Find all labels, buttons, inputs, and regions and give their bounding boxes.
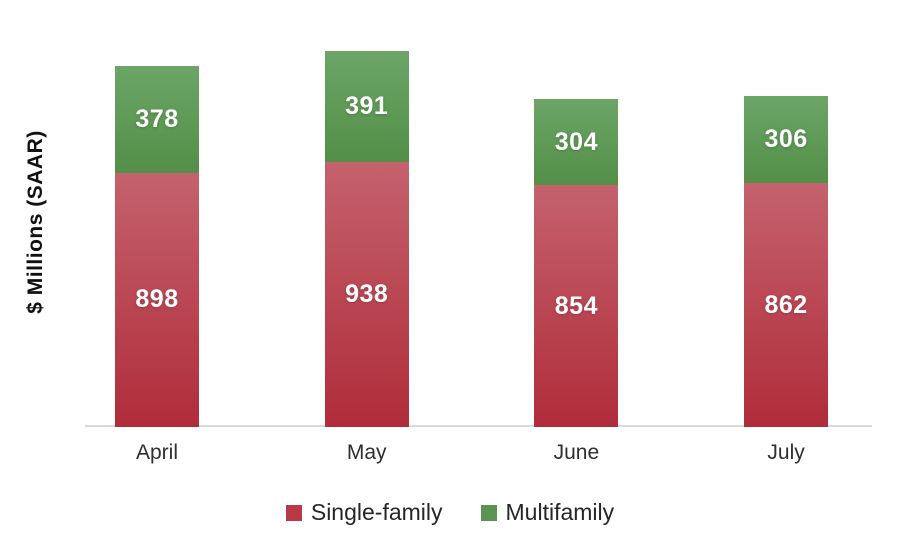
bar-value-label-multifamily-july: 306 bbox=[764, 125, 808, 154]
bar-segment-single-family-may: 938 bbox=[324, 161, 409, 427]
bar-segment-multifamily-may: 391 bbox=[324, 50, 409, 162]
legend-item-multifamily: Multifamily bbox=[480, 499, 615, 526]
bar-segment-multifamily-june: 304 bbox=[534, 99, 619, 186]
bar-segment-multifamily-april: 378 bbox=[115, 65, 199, 173]
bar-value-label-single-family-july: 862 bbox=[764, 290, 808, 319]
bar-value-label-single-family-may: 938 bbox=[345, 279, 389, 308]
bar-segment-multifamily-july: 306 bbox=[744, 96, 829, 184]
x-axis-label-april: April bbox=[135, 441, 179, 464]
x-axis-line bbox=[85, 425, 872, 427]
bar-value-label-single-family-june: 854 bbox=[554, 291, 598, 320]
x-axis-label-may: May bbox=[346, 441, 387, 464]
bar-value-label-multifamily-may: 391 bbox=[345, 91, 389, 120]
legend-swatch-single-family-icon bbox=[285, 504, 302, 521]
x-axis-label-june: June bbox=[553, 441, 600, 464]
bar-segment-single-family-july: 862 bbox=[744, 183, 829, 427]
bar-segment-single-family-june: 854 bbox=[534, 185, 619, 427]
bar-value-label-multifamily-april: 378 bbox=[135, 104, 179, 133]
legend-label-multifamily: Multifamily bbox=[505, 499, 615, 525]
legend-label-single-family: Single-family bbox=[310, 499, 443, 525]
bar-value-label-single-family-april: 898 bbox=[135, 285, 179, 314]
legend: Single-family Multifamily bbox=[0, 499, 900, 526]
bar-segment-single-family-april: 898 bbox=[115, 172, 199, 427]
x-axis-label-july: July bbox=[767, 441, 805, 464]
legend-swatch-multifamily-icon bbox=[480, 504, 497, 521]
bar-value-label-multifamily-june: 304 bbox=[554, 127, 598, 156]
legend-item-single-family: Single-family bbox=[285, 499, 443, 526]
